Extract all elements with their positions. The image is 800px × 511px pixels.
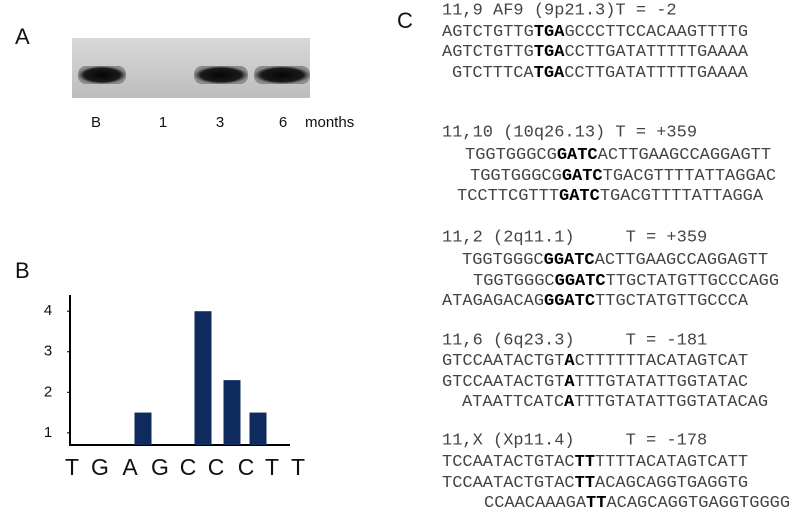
sequence-line: ATAATTCATCATTTGTATATTGGTATACAG	[462, 393, 768, 412]
x-tick-label: T	[65, 454, 79, 480]
sequence-line: GTCCAATACTGTATTTGTATATTGGTATAC	[442, 373, 748, 392]
breakpoint-motif: A	[564, 352, 575, 371]
sequence-segment: GTCTTTCA	[452, 64, 534, 83]
sequence-segment: TCCTTCGTTT	[457, 187, 559, 206]
sequence-segment: TTTTACATAGTCATT	[595, 453, 748, 472]
breakpoint-motif: GGATC	[555, 272, 606, 291]
x-tick-label: A	[122, 454, 138, 480]
y-tick-label: 4	[44, 302, 52, 319]
y-tick-label: 1	[44, 424, 52, 441]
sequence-line: AGTCTGTTGTGACCTTGATATTTTTGAAAA	[442, 43, 749, 62]
sequence-segment: TGACGTTTTATTAGGA	[600, 187, 764, 206]
bar	[194, 311, 212, 445]
sequence-segment: CTTTTTTACATAGTCAT	[575, 352, 748, 371]
breakpoint-motif: TGA	[534, 23, 565, 42]
sequence-line: TCCAATACTGTACTTTTTTACATAGTCATT	[442, 453, 748, 472]
sequence-segment: TGGTGGGCG	[470, 167, 562, 186]
x-tick-label: C	[238, 454, 255, 480]
x-tick-label: T	[291, 454, 305, 480]
sequence-segment: GTCCAATACTGT	[442, 352, 564, 371]
sequence-segment: TTGCTATGTTGCCCAGG	[606, 272, 779, 291]
alignment-header: 11,10 (10q26.13) T = +359	[442, 123, 697, 142]
sequence-segment: AGTCTGTTG	[442, 43, 534, 62]
sequence-line: TGGTGGGCGGATCACTTGAAGCCAGGAGTT	[462, 251, 768, 270]
sequence-segment: AGTCTGTTG	[442, 23, 534, 42]
sequence-line: CCAACAAAGATTACAGCAGGTGAGGTGGGG	[484, 494, 790, 511]
lane-unit: months	[305, 114, 354, 131]
breakpoint-motif: A	[564, 373, 575, 392]
breakpoint-motif: TGA	[534, 64, 565, 83]
sequence-segment: TCCAATACTGTAC	[442, 474, 575, 493]
sequence-line: GTCTTTCATGACCTTGATATTTTTGAAAA	[452, 64, 749, 83]
y-tick-label: 2	[44, 383, 52, 400]
breakpoint-motif: TT	[586, 494, 606, 511]
sequence-segment: TTTGTATATTGGTATACAG	[574, 393, 768, 412]
lane-label: 1	[159, 114, 167, 131]
sequence-line: ATAGAGACAGGGATCTTGCTATGTTGCCCA	[442, 292, 749, 311]
panel-label: B	[15, 258, 30, 283]
breakpoint-motif: TT	[575, 474, 595, 493]
gel-band	[78, 66, 126, 84]
x-tick-label: C	[208, 454, 225, 480]
sequence-segment: CCTTGATATTTTTGAAAA	[564, 64, 748, 83]
bar	[249, 412, 267, 445]
breakpoint-motif: GGATC	[544, 292, 595, 311]
sequence-segment: TGACGTTTTATTAGGAC	[603, 167, 776, 186]
panel-label: C	[397, 8, 413, 33]
lane-label: 3	[216, 114, 224, 131]
breakpoint-motif: GATC	[562, 167, 603, 186]
panel-label: A	[15, 24, 30, 49]
alignment-header: 11,6 (6q23.3) T = -181	[442, 331, 707, 350]
sequence-segment: TGGTGGGC	[473, 272, 555, 291]
breakpoint-motif: A	[564, 393, 575, 412]
sequence-line: TCCAATACTGTACTTACAGCAGGTGAGGTG	[442, 474, 748, 493]
x-tick-label: G	[91, 454, 109, 480]
sequence-segment: TTGCTATGTTGCCCA	[595, 292, 749, 311]
bar	[134, 412, 152, 445]
alignment-header: 11,X (Xp11.4) T = -178	[442, 431, 707, 450]
sequence-segment: TCCAATACTGTAC	[442, 453, 575, 472]
bar	[223, 380, 241, 445]
sequence-segment: GTCCAATACTGT	[442, 373, 564, 392]
breakpoint-motif: TT	[575, 453, 595, 472]
sequence-line: TGGTGGGCGGATCACTTGAAGCCAGGAGTT	[465, 146, 771, 165]
gel-band	[254, 66, 310, 84]
sequence-segment: TTTGTATATTGGTATAC	[575, 373, 748, 392]
sequence-line: GTCCAATACTGTACTTTTTTACATAGTCAT	[442, 352, 748, 371]
y-tick-label: 3	[44, 343, 52, 360]
breakpoint-motif: GGATC	[544, 251, 595, 270]
x-tick-label: C	[180, 454, 197, 480]
alignment-header: 11,2 (2q11.1) T = +359	[442, 228, 707, 247]
sequence-segment: ACTTGAAGCCAGGAGTT	[595, 251, 768, 270]
sequence-line: TCCTTCGTTTGATCTGACGTTTTATTAGGA	[457, 187, 764, 206]
sequence-segment: TGGTGGGC	[462, 251, 544, 270]
breakpoint-motif: GATC	[557, 146, 598, 165]
sequence-line: TGGTGGGCGGATCTGACGTTTTATTAGGAC	[470, 167, 776, 186]
sequence-line: AGTCTGTTGTGAGCCCTTCCACAAGTTTTG	[442, 23, 748, 42]
gel-band	[194, 66, 248, 84]
alignment-header: 11,9 AF9 (9p21.3)T = -2	[442, 1, 677, 20]
lane-label: B	[91, 114, 101, 131]
x-tick-label: T	[265, 454, 279, 480]
sequence-segment: ACAGCAGGTGAGGTG	[595, 474, 748, 493]
sequence-segment: TGGTGGGCG	[465, 146, 557, 165]
x-tick-label: G	[151, 454, 169, 480]
breakpoint-motif: TGA	[534, 43, 565, 62]
sequence-line: TGGTGGGCGGATCTTGCTATGTTGCCCAGG	[473, 272, 779, 291]
sequence-segment: ACAGCAGGTGAGGTGGGG	[606, 494, 790, 511]
sequence-segment: ACTTGAAGCCAGGAGTT	[598, 146, 771, 165]
sequence-segment: ATAGAGACAG	[442, 292, 544, 311]
sequence-segment: GCCCTTCCACAAGTTTTG	[564, 23, 748, 42]
sequence-segment: ATAATTCATC	[462, 393, 564, 412]
lane-label: 6	[279, 114, 287, 131]
sequence-segment: CCAACAAAGA	[484, 494, 587, 511]
breakpoint-motif: GATC	[559, 187, 600, 206]
sequence-segment: CCTTGATATTTTTGAAAA	[564, 43, 748, 62]
